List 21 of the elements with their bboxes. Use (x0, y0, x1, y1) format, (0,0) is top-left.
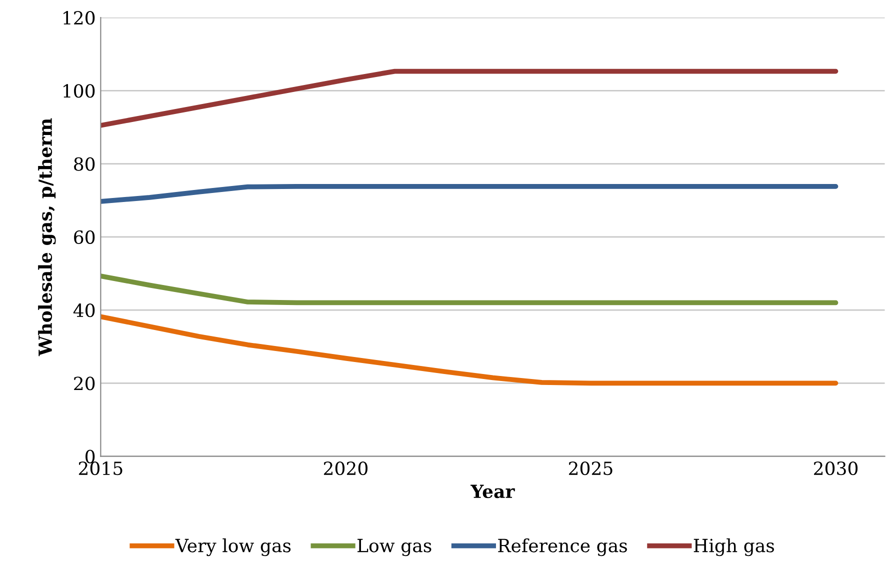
line-series (100, 274, 838, 306)
line-series (100, 314, 838, 386)
x-tick-label: 2030 (814, 461, 858, 476)
y-tick-label: 0 (86, 450, 95, 464)
legend-label: Reference gas (498, 538, 627, 556)
legend-label: Low gas (358, 538, 432, 556)
line-series (100, 68, 838, 128)
x-axis-title: Year (470, 484, 515, 498)
y-tick-label: 40 (73, 304, 95, 318)
legend-label: Very low gas (175, 538, 291, 556)
y-tick-label: 80 (74, 157, 95, 171)
y-tick-label: 20 (74, 376, 95, 390)
y-tick-label: 60 (74, 230, 95, 244)
x-tick-label: 2020 (324, 461, 368, 476)
x-tick-label: 2015 (78, 461, 122, 476)
x-tick-label: 2025 (568, 461, 612, 476)
legend-label: High gas (694, 538, 774, 556)
y-tick-label: 120 (64, 11, 95, 25)
y-tick-label: 100 (64, 84, 95, 98)
line-series (100, 184, 838, 204)
y-axis-title: Wholesale gas, p/therm (38, 118, 56, 356)
